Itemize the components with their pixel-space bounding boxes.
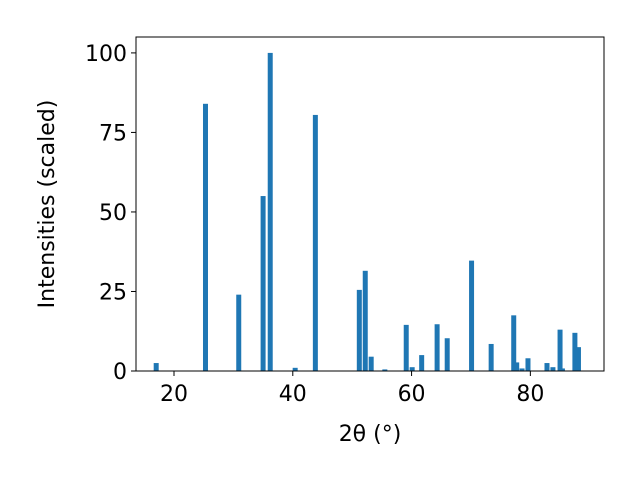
y-axis-ticks: 0 25 50 75 100 bbox=[85, 42, 136, 385]
bar bbox=[544, 363, 550, 371]
bar bbox=[267, 52, 273, 372]
bars-group bbox=[153, 52, 581, 372]
x-tick-label: 80 bbox=[516, 382, 544, 407]
bar bbox=[488, 343, 494, 371]
bar bbox=[368, 356, 374, 371]
bar bbox=[403, 324, 409, 371]
bar bbox=[153, 363, 159, 371]
y-tick-label: 50 bbox=[99, 201, 127, 226]
bar bbox=[514, 362, 520, 371]
bar bbox=[575, 347, 581, 371]
y-tick-label: 75 bbox=[99, 121, 127, 146]
plot-frame bbox=[135, 36, 605, 372]
bar bbox=[519, 368, 525, 371]
bar bbox=[202, 103, 208, 372]
y-tick-label: 0 bbox=[113, 360, 127, 385]
y-tick-label: 25 bbox=[99, 280, 127, 305]
bar bbox=[409, 367, 415, 371]
x-tick-label: 40 bbox=[279, 382, 307, 407]
x-axis-title: 2θ (°) bbox=[339, 422, 402, 447]
bar bbox=[419, 355, 425, 371]
x-axis-ticks: 20 40 60 80 bbox=[160, 371, 544, 407]
bar bbox=[312, 114, 318, 371]
bar bbox=[362, 270, 368, 371]
bar bbox=[382, 369, 388, 371]
bar bbox=[550, 367, 556, 371]
bar bbox=[511, 315, 517, 371]
bar bbox=[236, 294, 242, 371]
x-tick-label: 60 bbox=[398, 382, 426, 407]
bar bbox=[292, 367, 298, 371]
bar bbox=[557, 329, 563, 371]
bar bbox=[260, 196, 266, 371]
bar bbox=[356, 289, 362, 371]
x-tick-label: 20 bbox=[160, 382, 188, 407]
bar bbox=[525, 358, 531, 371]
y-tick-label: 100 bbox=[85, 42, 127, 67]
bar bbox=[444, 338, 450, 371]
bar bbox=[572, 332, 578, 371]
bar bbox=[469, 260, 475, 371]
bar bbox=[559, 368, 565, 371]
y-axis-title: Intensities (scaled) bbox=[35, 100, 60, 309]
bar bbox=[434, 324, 440, 371]
